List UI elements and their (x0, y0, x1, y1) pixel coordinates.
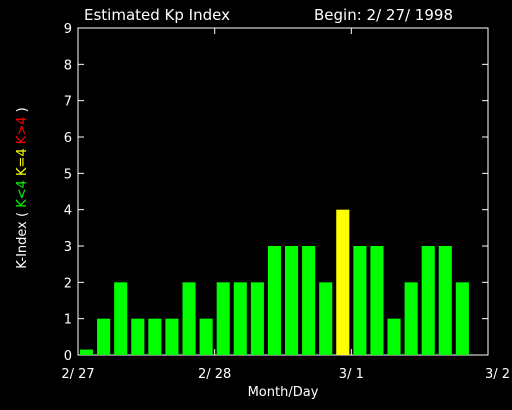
kp-bar (165, 318, 179, 355)
kp-bar (80, 349, 94, 355)
plot-frame (77, 27, 489, 356)
y-tick-label: 7 (64, 95, 72, 110)
kp-bar (421, 246, 435, 355)
begin-date-label: Begin: 2/ 27/ 1998 (314, 6, 453, 24)
x-tick-label: 2/ 27 (61, 367, 94, 382)
y-tick-label: 5 (64, 167, 72, 182)
y-tick-label: 9 (64, 22, 72, 37)
kp-bar (233, 282, 247, 355)
kp-bar (199, 318, 213, 355)
chart-title: Estimated Kp Index (84, 6, 230, 24)
y-tick-label: 1 (64, 313, 72, 328)
y-tick-label: 3 (64, 240, 72, 255)
kp-bar (267, 246, 281, 355)
kp-bar (387, 318, 401, 355)
y-tick-label: 2 (64, 276, 72, 291)
y-tick-label: 4 (64, 204, 72, 219)
bars-group (80, 209, 469, 355)
y-tick-label: 0 (64, 349, 72, 364)
x-axis-ticks: 2/ 27 2/ 28 3/ 1 3/ 2 (61, 28, 510, 382)
x-tick-label: 2/ 28 (198, 367, 231, 382)
kp-bar (336, 209, 350, 355)
x-tick-label: 3/ 2 (485, 367, 510, 382)
x-tick-label: 3/ 1 (339, 367, 364, 382)
kp-bar (97, 318, 111, 355)
kp-bar (438, 246, 452, 355)
kp-bar (216, 282, 230, 355)
kp-bar (131, 318, 145, 355)
y-axis-ticks: 0 1 2 3 4 5 6 7 8 9 (64, 22, 488, 364)
kp-bar (370, 246, 384, 355)
kp-bar (182, 282, 196, 355)
x-axis-label: Month/Day (248, 385, 319, 400)
kp-bar (148, 318, 162, 355)
kp-bar (250, 282, 264, 355)
kp-bar (353, 246, 367, 355)
kp-bar (455, 282, 469, 355)
kp-bar (285, 246, 299, 355)
kp-bar (114, 282, 128, 355)
kp-bar (404, 282, 418, 355)
y-axis-label: K-Index ( K<4 K=4 K>4 ) (15, 107, 30, 269)
y-tick-label: 8 (64, 58, 72, 73)
y-tick-label: 6 (64, 131, 72, 146)
kp-bar (319, 282, 333, 355)
kp-bar (302, 246, 316, 355)
